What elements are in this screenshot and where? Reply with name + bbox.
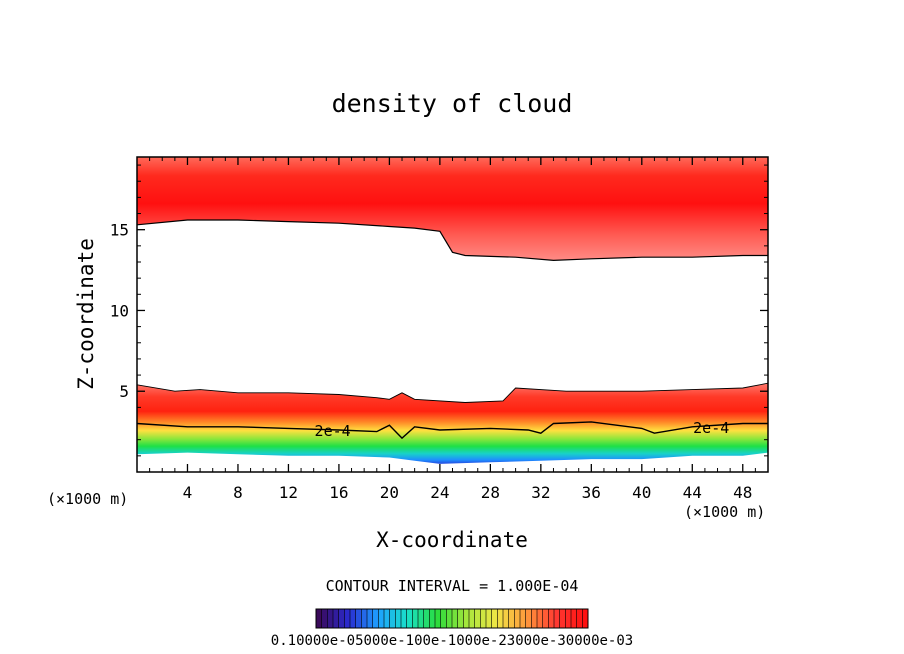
colorbar-cell [350,609,356,628]
colorbar-cell [497,609,504,628]
colorbar [315,608,589,629]
colorbar-cell [542,609,549,628]
colorbar-cell [531,609,538,628]
colorbar-cell [367,609,373,628]
colorbar-cell [508,609,515,628]
x-axis-label: X-coordinate [376,528,528,552]
colorbar-cell [452,609,458,628]
colorbar-cell [520,609,526,628]
contour-label-1: 2e-4 [315,422,351,440]
colorbar-cell [429,609,436,628]
upper-cloud-layer [137,157,768,261]
colorbar-cell [486,609,492,628]
colorbar-frame [315,608,589,629]
y-axis-label: Z-coordinate [74,238,98,390]
x-tick-label: 32 [531,483,550,502]
colorbar-cell [503,609,509,628]
colorbar-cell [537,609,543,628]
x-tick-label: 48 [733,483,752,502]
x-tick-label: 36 [582,483,601,502]
colorbar-cell [327,609,334,628]
colorbar-cell [418,609,424,628]
x-tick-label: 8 [233,483,243,502]
colorbar-cell [378,609,385,628]
x-unit-label-right: (×1000 m) [684,503,765,521]
contour-interval-text: CONTOUR INTERVAL = 1.000E-04 [326,577,579,595]
colorbar-cell [355,609,362,628]
colorbar-cell [316,609,322,628]
x-tick-label: 40 [632,483,651,502]
colorbar-cell [440,609,447,628]
x-tick-label: 16 [329,483,348,502]
x-unit-label-left: (×1000 m) [47,490,128,508]
colorbar-cell [576,609,583,628]
colorbar-cell [559,609,566,628]
upper-cloud-boundary [137,219,768,262]
colorbar-cell [333,609,339,628]
colorbar-cell [469,609,475,628]
colorbar-cell [480,609,487,628]
x-tick-label: 4 [183,483,193,502]
colorbar-cell [401,609,407,628]
colorbar-cell [463,609,470,628]
colorbar-cell [344,609,351,628]
colorbar-cell [491,609,498,628]
y-tick-label: 15 [110,221,129,240]
y-tick-label: 10 [110,301,129,320]
colorbar-cell [338,609,345,628]
colorbar-cell [435,609,441,628]
colorbar-cell [525,609,532,628]
x-tick-label: 44 [683,483,702,502]
colorbar-cell [389,609,396,628]
colorbar-cell [446,609,453,628]
plot-area [137,157,768,464]
lower-cloud-boundary [137,382,768,403]
x-tick-label: 20 [380,483,399,502]
x-tick-label: 24 [430,483,449,502]
colorbar-cell [321,609,328,628]
colorbar-cell [565,609,572,628]
colorbar-cell [372,609,379,628]
colorbar-cell [571,609,577,628]
x-tick-label: 12 [279,483,298,502]
colorbar-cell [412,609,419,628]
x-tick-label: 28 [481,483,500,502]
colorbar-cell [384,609,390,628]
y-tick-label: 5 [119,382,129,401]
colorbar-cell [554,609,560,628]
colorbar-cell [423,609,430,628]
lower-cloud-layer [137,383,768,464]
colorbar-cell [582,609,589,628]
contour-line-2e-4 [137,421,768,440]
colorbar-tick-labels: 0.10000e-05000e-100e-1000e-23000e-30000e… [271,633,633,649]
colorbar-cell [474,609,481,628]
colorbar-cell [457,609,464,628]
colorbar-cell [406,609,413,628]
chart-title: density of cloud [332,89,573,118]
colorbar-cell [514,609,521,628]
colorbar-cell [361,609,368,628]
colorbar-cell [395,609,402,628]
colorbar-cell [548,609,555,628]
contour-label-2: 2e-4 [693,419,729,437]
